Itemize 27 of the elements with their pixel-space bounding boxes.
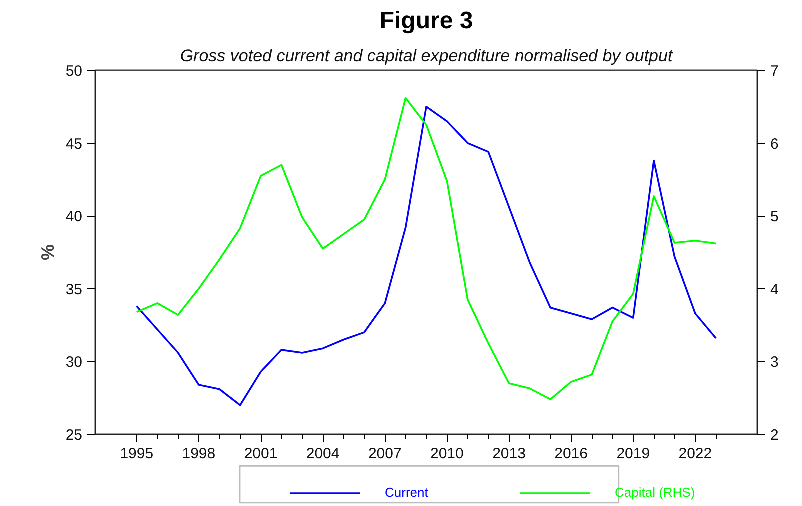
y-tick-label: 35 xyxy=(66,281,83,298)
y-tick-label: 45 xyxy=(66,136,83,153)
x-tick-label: 2016 xyxy=(554,446,588,462)
text: Current xyxy=(385,485,428,500)
y-tick-label: 40 xyxy=(66,208,83,226)
x-tick-label: 1998 xyxy=(182,446,216,462)
y-axis-title: % xyxy=(38,244,58,260)
y2-tick-label: 6 xyxy=(770,136,779,153)
y2-tick-label: 4 xyxy=(770,281,779,298)
x-tick-label: 1995 xyxy=(120,446,154,462)
y-tick-label: 25 xyxy=(66,427,83,444)
chart-subtitle: Gross voted current and capital expenditure normalised by output xyxy=(180,46,674,66)
x-tick-label: 2019 xyxy=(616,446,650,462)
y2-tick-label: 7 xyxy=(770,63,779,80)
x-tick-label: 2007 xyxy=(368,446,402,462)
x-tick-label: 2004 xyxy=(306,446,340,462)
y2-tick-label: 3 xyxy=(770,354,779,372)
text: Capital (RHS) xyxy=(615,485,696,500)
x-tick-label: 2001 xyxy=(244,446,278,462)
y2-tick-label: 2 xyxy=(770,427,779,444)
x-tick-label: 2013 xyxy=(492,446,526,462)
y-tick-label: 30 xyxy=(66,354,83,372)
x-tick-label: 2022 xyxy=(678,446,712,462)
x-tick-label: 2010 xyxy=(430,446,464,462)
y-tick-label: 50 xyxy=(66,63,83,80)
chart-title: Figure 3 xyxy=(380,8,474,34)
y2-tick-label: 5 xyxy=(770,208,779,226)
